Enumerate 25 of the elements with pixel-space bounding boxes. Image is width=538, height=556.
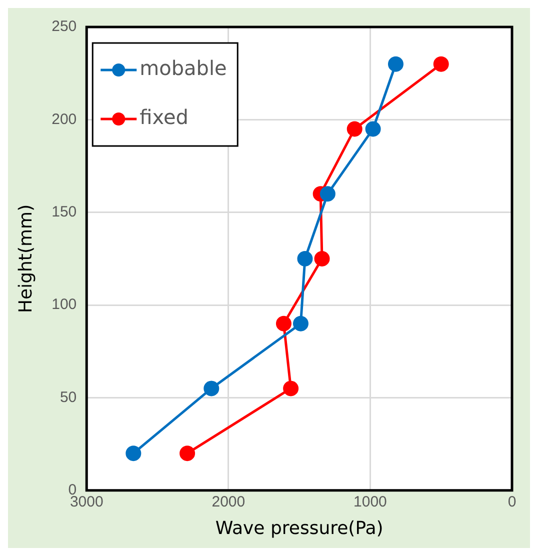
point — [204, 380, 220, 396]
x-tick-label: 0 — [508, 494, 516, 511]
y-tick-label: 250 — [52, 18, 77, 36]
point — [365, 121, 381, 137]
y-tick-label: 50 — [60, 388, 77, 406]
point — [276, 316, 292, 332]
point — [297, 250, 313, 266]
point — [126, 446, 142, 462]
point — [433, 56, 449, 72]
point — [346, 121, 362, 137]
point — [388, 56, 404, 72]
y-tick-label: 200 — [52, 110, 77, 128]
x-tick-label: 2000 — [212, 494, 246, 511]
x-tick-label: 1000 — [354, 494, 387, 511]
point — [320, 186, 336, 202]
x-axis-title: Wave pressure(Pa) — [215, 518, 384, 539]
y-tick-label: 100 — [52, 296, 77, 314]
legend-label: fixed — [140, 105, 188, 130]
legend-label: mobable — [140, 56, 227, 80]
y-axis-title: Height(mm) — [15, 204, 36, 314]
point — [283, 380, 299, 396]
point — [314, 250, 330, 266]
y-tick-label: 150 — [52, 204, 77, 220]
point — [180, 446, 196, 462]
point — [292, 316, 308, 332]
